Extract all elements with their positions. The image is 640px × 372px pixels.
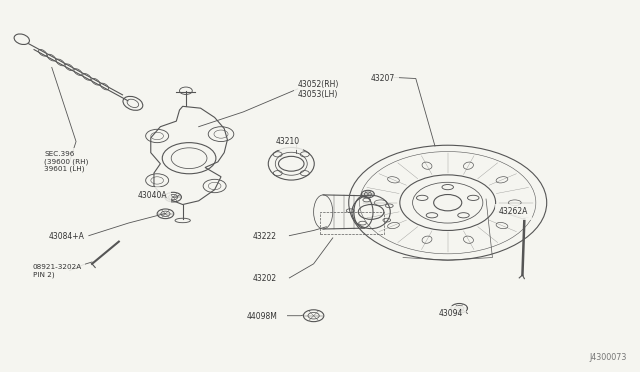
Text: 44098M: 44098M bbox=[246, 312, 277, 321]
Text: 43210: 43210 bbox=[275, 137, 300, 146]
Text: 43262A: 43262A bbox=[499, 208, 528, 217]
Text: 43202: 43202 bbox=[253, 274, 277, 283]
Text: 43040A: 43040A bbox=[138, 191, 168, 200]
Text: 43084+A: 43084+A bbox=[49, 231, 84, 241]
Bar bbox=[320, 212, 384, 234]
Text: SEC.396
(39600 (RH)
39601 (LH): SEC.396 (39600 (RH) 39601 (LH) bbox=[44, 151, 88, 172]
Text: 43222: 43222 bbox=[253, 231, 277, 241]
Text: 43052(RH)
43053(LH): 43052(RH) 43053(LH) bbox=[298, 80, 339, 99]
Text: J4300073: J4300073 bbox=[589, 353, 627, 362]
Text: 43207: 43207 bbox=[371, 74, 396, 83]
Text: 08921-3202A
PIN 2): 08921-3202A PIN 2) bbox=[33, 264, 82, 278]
Text: 43094: 43094 bbox=[438, 310, 463, 318]
